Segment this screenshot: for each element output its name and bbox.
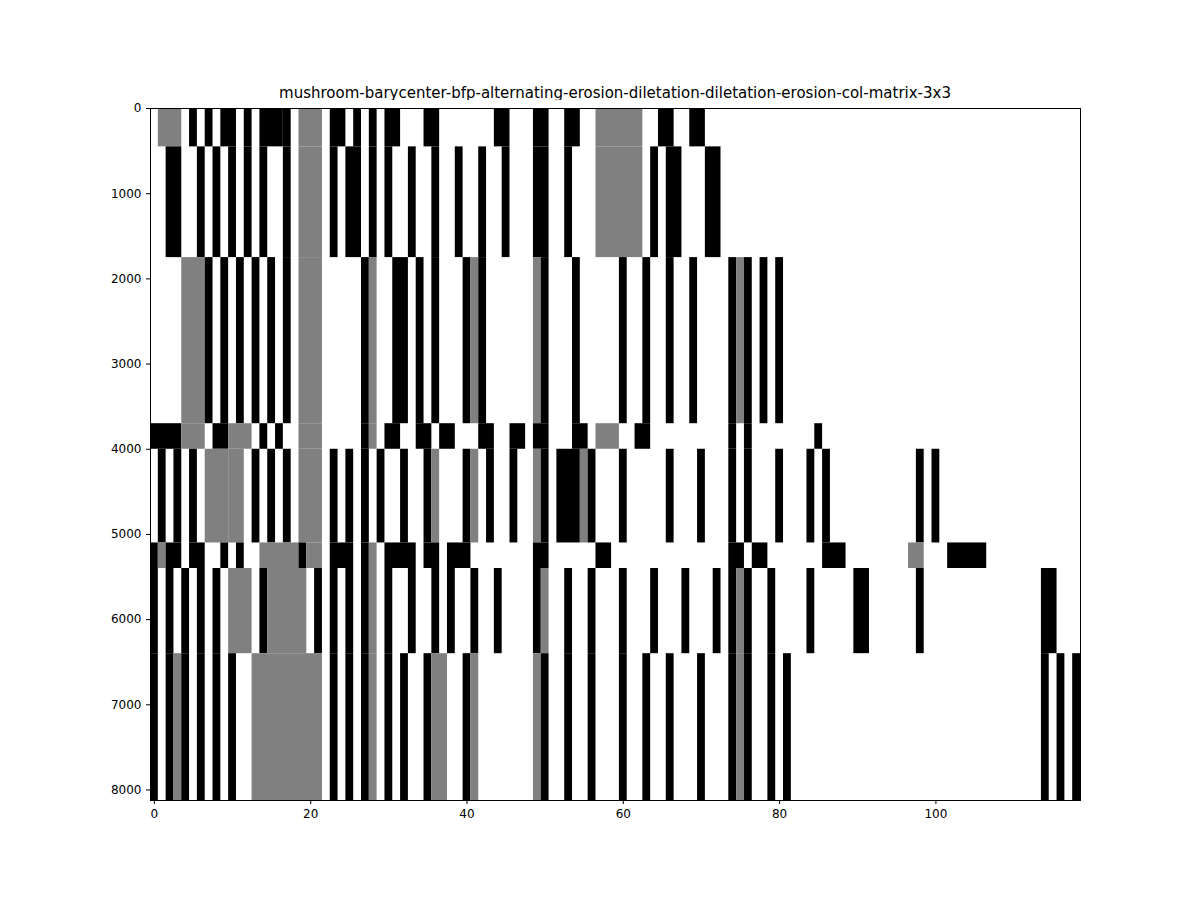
svg-text:100: 100 — [924, 807, 947, 821]
svg-text:5000: 5000 — [111, 527, 142, 541]
svg-text:0: 0 — [151, 807, 159, 821]
svg-text:0: 0 — [134, 101, 142, 115]
svg-text:20: 20 — [303, 807, 318, 821]
svg-text:1000: 1000 — [111, 187, 142, 201]
html-text:mushroom-barycenter-bfp-altern: mushroom-barycenter-bfp-alternating-eros… — [279, 84, 951, 102]
svg-text:80: 80 — [772, 807, 787, 821]
svg-text:2000: 2000 — [111, 272, 142, 286]
svg-text:6000: 6000 — [111, 612, 142, 626]
svg-text:4000: 4000 — [111, 442, 142, 456]
svg-text:3000: 3000 — [111, 357, 142, 371]
svg-text:7000: 7000 — [111, 698, 142, 712]
svg-text:40: 40 — [459, 807, 474, 821]
svg-text:60: 60 — [616, 807, 631, 821]
svg-text:8000: 8000 — [111, 783, 142, 797]
